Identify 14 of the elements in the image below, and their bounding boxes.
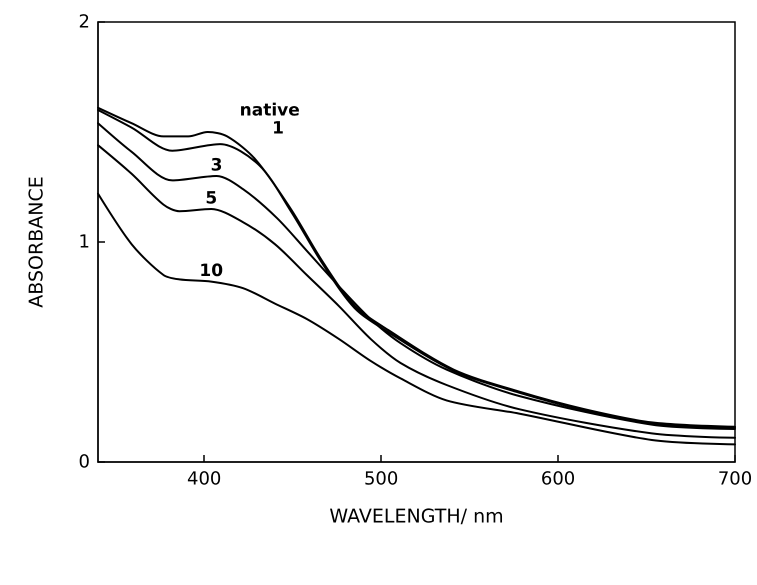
y-tick-label: 1 [78,232,90,252]
x-tick-label: 500 [364,468,398,490]
series-label: 5 [205,188,218,208]
series-label: 1 [272,118,284,139]
x-axis-title: WAVELENGTH/ nm [329,506,504,528]
y-tick-label: 0 [78,452,90,472]
series-label: 10 [199,261,224,282]
x-tick-label: 700 [718,468,752,490]
series-label: native [240,100,300,120]
y-tick-label: 2 [78,12,90,32]
series-label: 3 [210,156,222,176]
y-axis-title: ABSORBANCE [26,176,48,308]
x-tick-label: 400 [186,468,222,490]
x-tick-label: 600 [540,468,576,490]
